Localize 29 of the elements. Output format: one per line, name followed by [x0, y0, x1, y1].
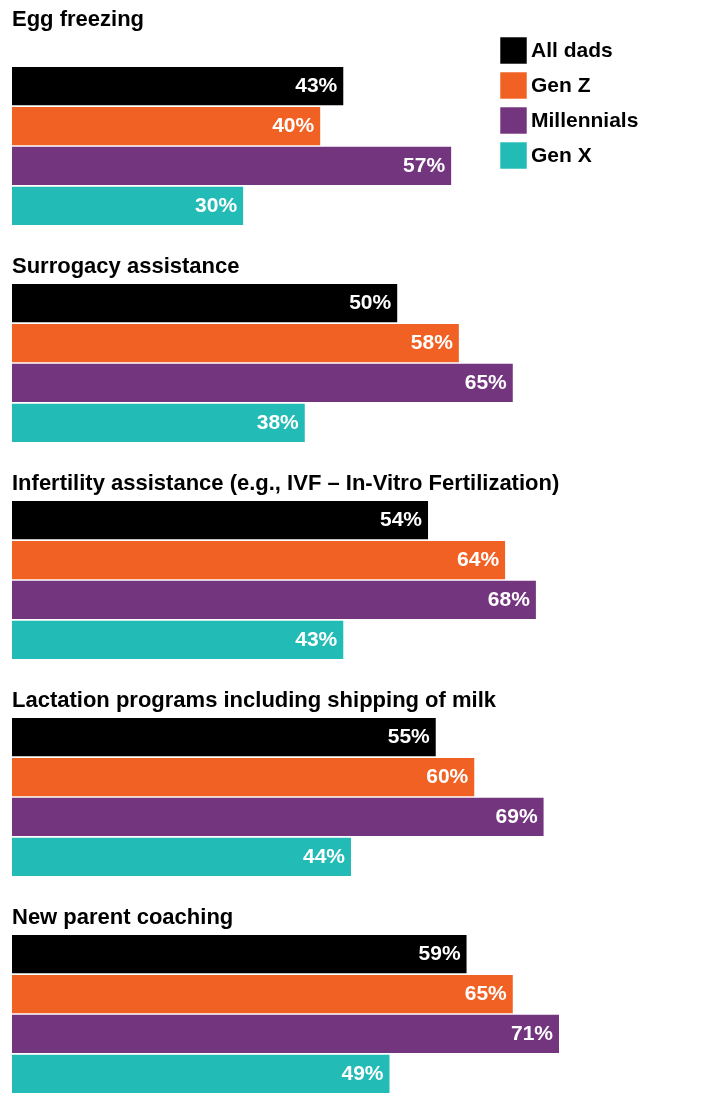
- data-label: 43%: [295, 73, 338, 97]
- data-label: 44%: [302, 843, 346, 867]
- data-label: 50%: [349, 290, 392, 314]
- data-label: 30%: [195, 192, 238, 216]
- legend-label: All dads: [531, 37, 613, 61]
- data-label: 49%: [341, 1060, 384, 1084]
- y-tick-label: Egg freezing: [12, 6, 145, 31]
- legend-label: Gen Z: [531, 72, 591, 96]
- legend-label: Millennials: [531, 107, 639, 131]
- data-label: 60%: [426, 764, 469, 788]
- y-tick-label: Lactation programs including shipping of milk: [12, 687, 497, 712]
- data-label: 65%: [464, 981, 508, 1005]
- data-label: 64%: [457, 547, 500, 571]
- legend-label: Gen X: [531, 142, 592, 166]
- y-tick-label: Surrogacy assistance: [12, 253, 240, 278]
- data-label: 59%: [418, 941, 461, 965]
- data-label: 54%: [380, 507, 423, 531]
- data-label: 65%: [464, 369, 508, 393]
- y-tick-label: Infertility assistance (e.g., IVF – In-Vitro Fertilization): [12, 470, 560, 495]
- data-label: 57%: [403, 152, 446, 176]
- data-label: 40%: [272, 113, 315, 137]
- data-label: 71%: [510, 1020, 554, 1044]
- data-label: 43%: [295, 626, 338, 650]
- data-label: 68%: [487, 586, 531, 610]
- data-label: 69%: [495, 803, 538, 827]
- data-label: 38%: [256, 409, 300, 433]
- data-label: 58%: [410, 330, 454, 354]
- data-label: 55%: [387, 724, 431, 748]
- y-tick-label: New parent coaching: [12, 904, 234, 929]
